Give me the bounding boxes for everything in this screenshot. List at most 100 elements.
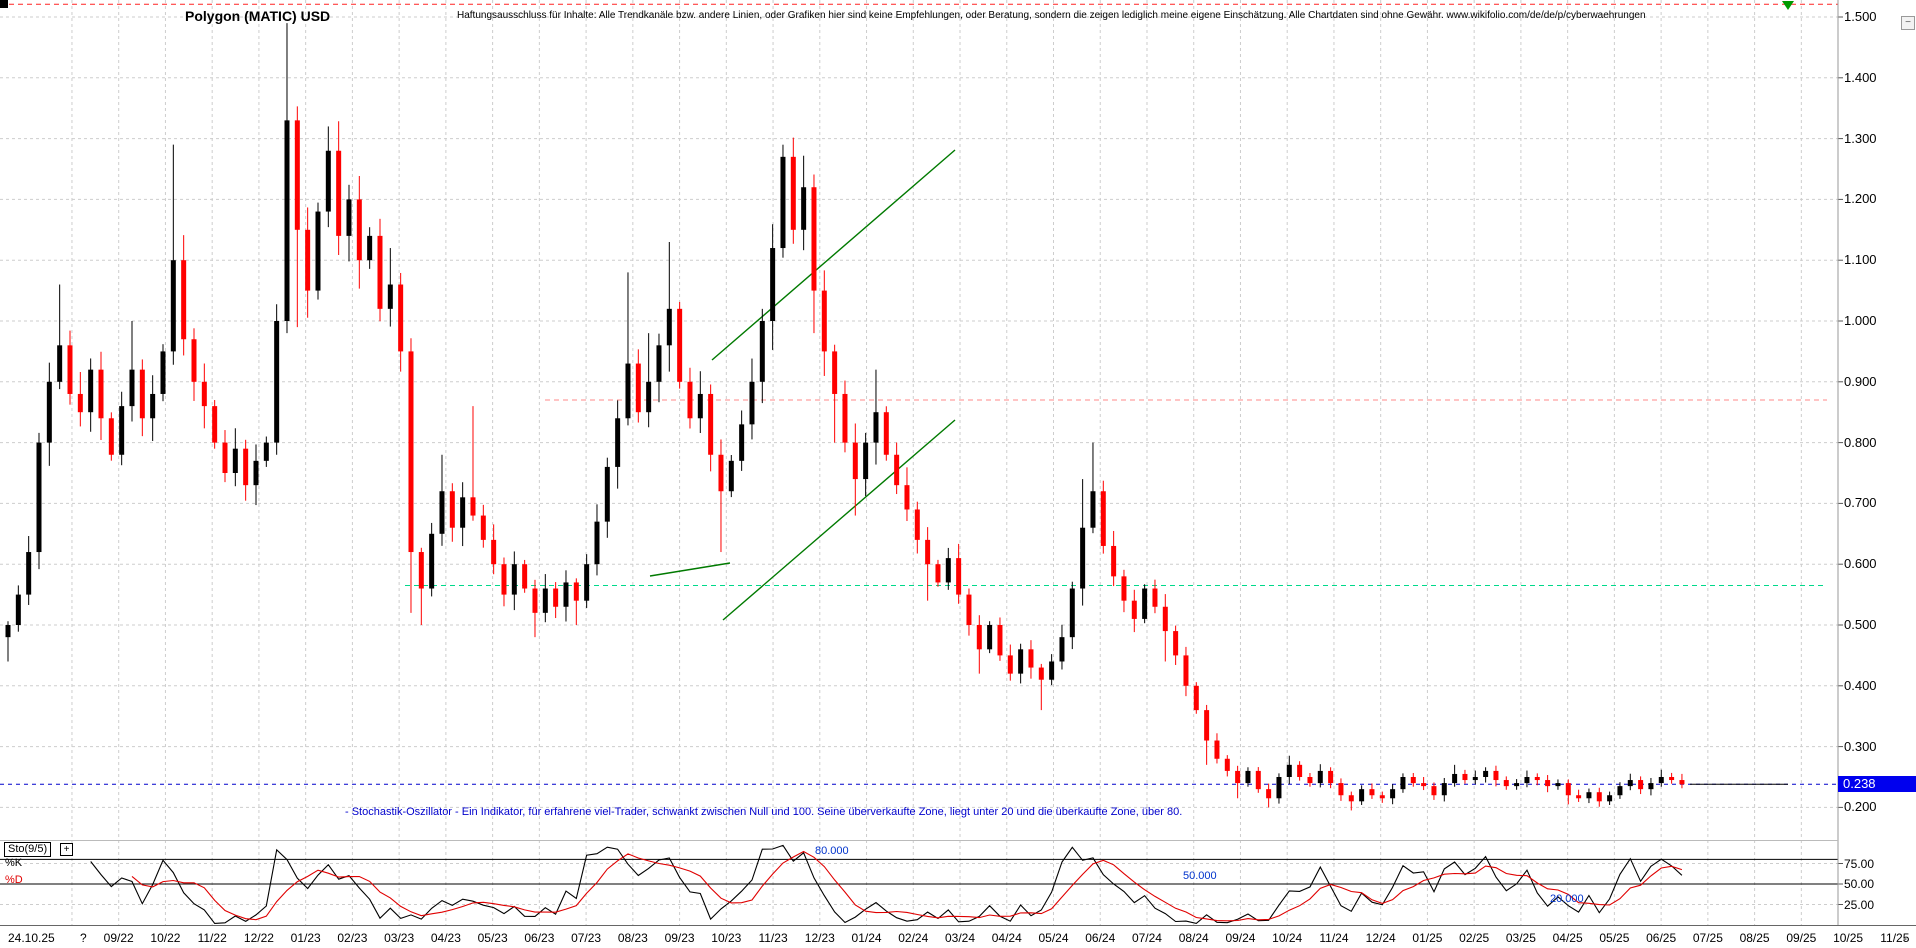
candle-body [408, 351, 414, 553]
candle-body [759, 321, 765, 382]
candle-body [1390, 789, 1396, 799]
candle-body [1183, 655, 1189, 686]
candle-body [98, 369, 104, 419]
candle-body [1080, 527, 1086, 589]
candle-body [1038, 667, 1044, 680]
candle-body [1452, 773, 1458, 784]
date-label: 01/24 [851, 931, 882, 945]
price-tick-label: 1.500 [1844, 9, 1877, 24]
candle-body [1379, 795, 1385, 799]
candle-body [1028, 649, 1034, 668]
oscillator-tick-label: 75.00 [1844, 856, 1875, 871]
candle-body [666, 308, 672, 346]
date-label: 03/25 [1505, 931, 1536, 945]
candle-body [1245, 770, 1251, 784]
candle-body [88, 369, 94, 413]
candle-body [604, 466, 610, 522]
candle-body [315, 211, 321, 291]
candle-body [914, 509, 920, 540]
candle-body [429, 533, 435, 589]
indicator-add-button[interactable]: + [60, 843, 73, 856]
date-label: 05/25 [1599, 931, 1630, 945]
candle-body [1152, 588, 1158, 607]
date-label: 10/25 [1833, 931, 1864, 945]
candle-body [966, 594, 972, 625]
candle-body [553, 588, 559, 607]
candle-body [1669, 777, 1675, 781]
candle-body [253, 460, 259, 486]
candle-body [1596, 792, 1602, 802]
candle-body [284, 120, 290, 321]
date-label: 07/25 [1692, 931, 1723, 945]
candle-body [460, 497, 466, 528]
date-axis: 24.10.25? 09/22 10/22 11/22 12/22 01/23 02/23 0… [0, 925, 1916, 948]
candle-body [15, 594, 21, 625]
corner-handle [0, 0, 8, 8]
candle-body [57, 345, 63, 382]
date-label: 04/23 [430, 931, 461, 945]
date-label: 12/24 [1365, 931, 1396, 945]
oscillator-tick-label: 25.00 [1844, 897, 1875, 912]
candle-body [573, 582, 579, 601]
candle-body [67, 345, 73, 394]
date-label: 09/23 [664, 931, 695, 945]
candle-body [894, 454, 900, 486]
oscillator-zone-label: 50.000 [1183, 870, 1217, 882]
candle-body [1565, 783, 1571, 796]
date-label: 10/22 [150, 931, 181, 945]
stochastic-d-line [131, 850, 1683, 922]
candle-body [139, 369, 145, 419]
candle-body [646, 381, 652, 413]
candle-body [1235, 770, 1241, 784]
candle-body [697, 393, 703, 419]
candle-body [1307, 777, 1313, 784]
candle-body [470, 497, 476, 516]
candle-body [1493, 770, 1499, 781]
candle-body [1607, 795, 1613, 802]
candle-body [904, 485, 910, 510]
disclaimer-text: Haftungsausschluss für Inhalte: Alle Tre… [457, 10, 1646, 21]
candle-body [935, 564, 941, 583]
date-label: 03/24 [945, 931, 976, 945]
candle-body [398, 284, 404, 352]
candle-body [1638, 780, 1644, 790]
date-label: 09/24 [1225, 931, 1256, 945]
date-label: 02/23 [337, 931, 368, 945]
date-label: 01/23 [290, 931, 321, 945]
candle-body [36, 442, 42, 553]
candle-body [439, 491, 445, 534]
candle-body [346, 199, 352, 236]
candle-body [1317, 770, 1323, 784]
candle-body [274, 321, 280, 443]
candle-body [336, 150, 342, 236]
candle-body [811, 187, 817, 291]
candle-body [1421, 783, 1427, 787]
last-price-badge: 0.238 [1838, 776, 1916, 792]
candle-body [780, 156, 786, 249]
price-tick-label: 0.300 [1844, 738, 1877, 754]
candle-body [1524, 777, 1530, 784]
candle-body [1369, 789, 1375, 796]
date-label: 11/23 [758, 931, 788, 945]
candle-body [1410, 777, 1416, 784]
candle-body [108, 418, 114, 455]
page-title: Polygon (MATIC) USD [185, 8, 331, 24]
candle-body [46, 381, 52, 443]
date-label: 03/23 [384, 931, 415, 945]
candle-body [150, 393, 156, 419]
candle-body [77, 393, 83, 413]
k-line-label: %K [5, 857, 23, 869]
candle-body [1276, 777, 1282, 799]
candle-body [1266, 789, 1272, 799]
candle-body [1131, 600, 1137, 619]
date-label: 06/23 [524, 931, 555, 945]
candle-body [119, 406, 125, 455]
candle-body [1400, 777, 1406, 790]
candle-body [367, 235, 373, 261]
candle-body [1018, 649, 1024, 674]
date-label: 08/24 [1178, 931, 1209, 945]
candle-body [1162, 606, 1168, 632]
candle-body [191, 339, 197, 382]
collapse-button[interactable]: − [1901, 16, 1915, 30]
